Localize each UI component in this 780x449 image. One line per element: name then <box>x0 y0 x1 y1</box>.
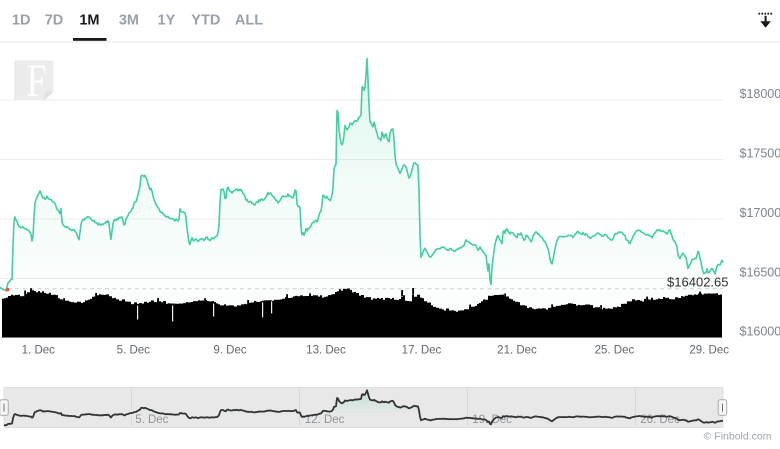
svg-text:9. Dec: 9. Dec <box>213 345 246 357</box>
svg-text:5. Dec: 5. Dec <box>117 345 150 357</box>
svg-text:ALL: ALL <box>235 13 263 29</box>
svg-text:$16402.65: $16402.65 <box>667 275 728 290</box>
svg-text:25. Dec: 25. Dec <box>595 345 635 357</box>
svg-text:$17000: $17000 <box>740 206 780 220</box>
svg-text:3M: 3M <box>119 13 139 29</box>
svg-text:29. Dec: 29. Dec <box>689 345 729 357</box>
svg-text:1D: 1D <box>12 13 31 29</box>
svg-text:5. Dec: 5. Dec <box>135 414 168 426</box>
svg-text:1M: 1M <box>79 13 99 29</box>
svg-text:YTD: YTD <box>191 13 220 29</box>
svg-text:$18000: $18000 <box>740 87 780 101</box>
svg-text:21. Dec: 21. Dec <box>497 345 537 357</box>
svg-text:1. Dec: 1. Dec <box>22 345 55 357</box>
svg-text:13. Dec: 13. Dec <box>306 345 346 357</box>
svg-text:$17500: $17500 <box>740 147 780 161</box>
svg-text:12. Dec: 12. Dec <box>305 414 345 426</box>
svg-text:$16500: $16500 <box>740 266 780 280</box>
svg-text:7D: 7D <box>45 13 64 29</box>
svg-text:1Y: 1Y <box>158 13 176 29</box>
svg-text:$16000: $16000 <box>740 325 780 339</box>
svg-text:© Finbold.com: © Finbold.com <box>704 431 772 443</box>
svg-text:F: F <box>27 54 47 106</box>
svg-text:17. Dec: 17. Dec <box>402 345 442 357</box>
